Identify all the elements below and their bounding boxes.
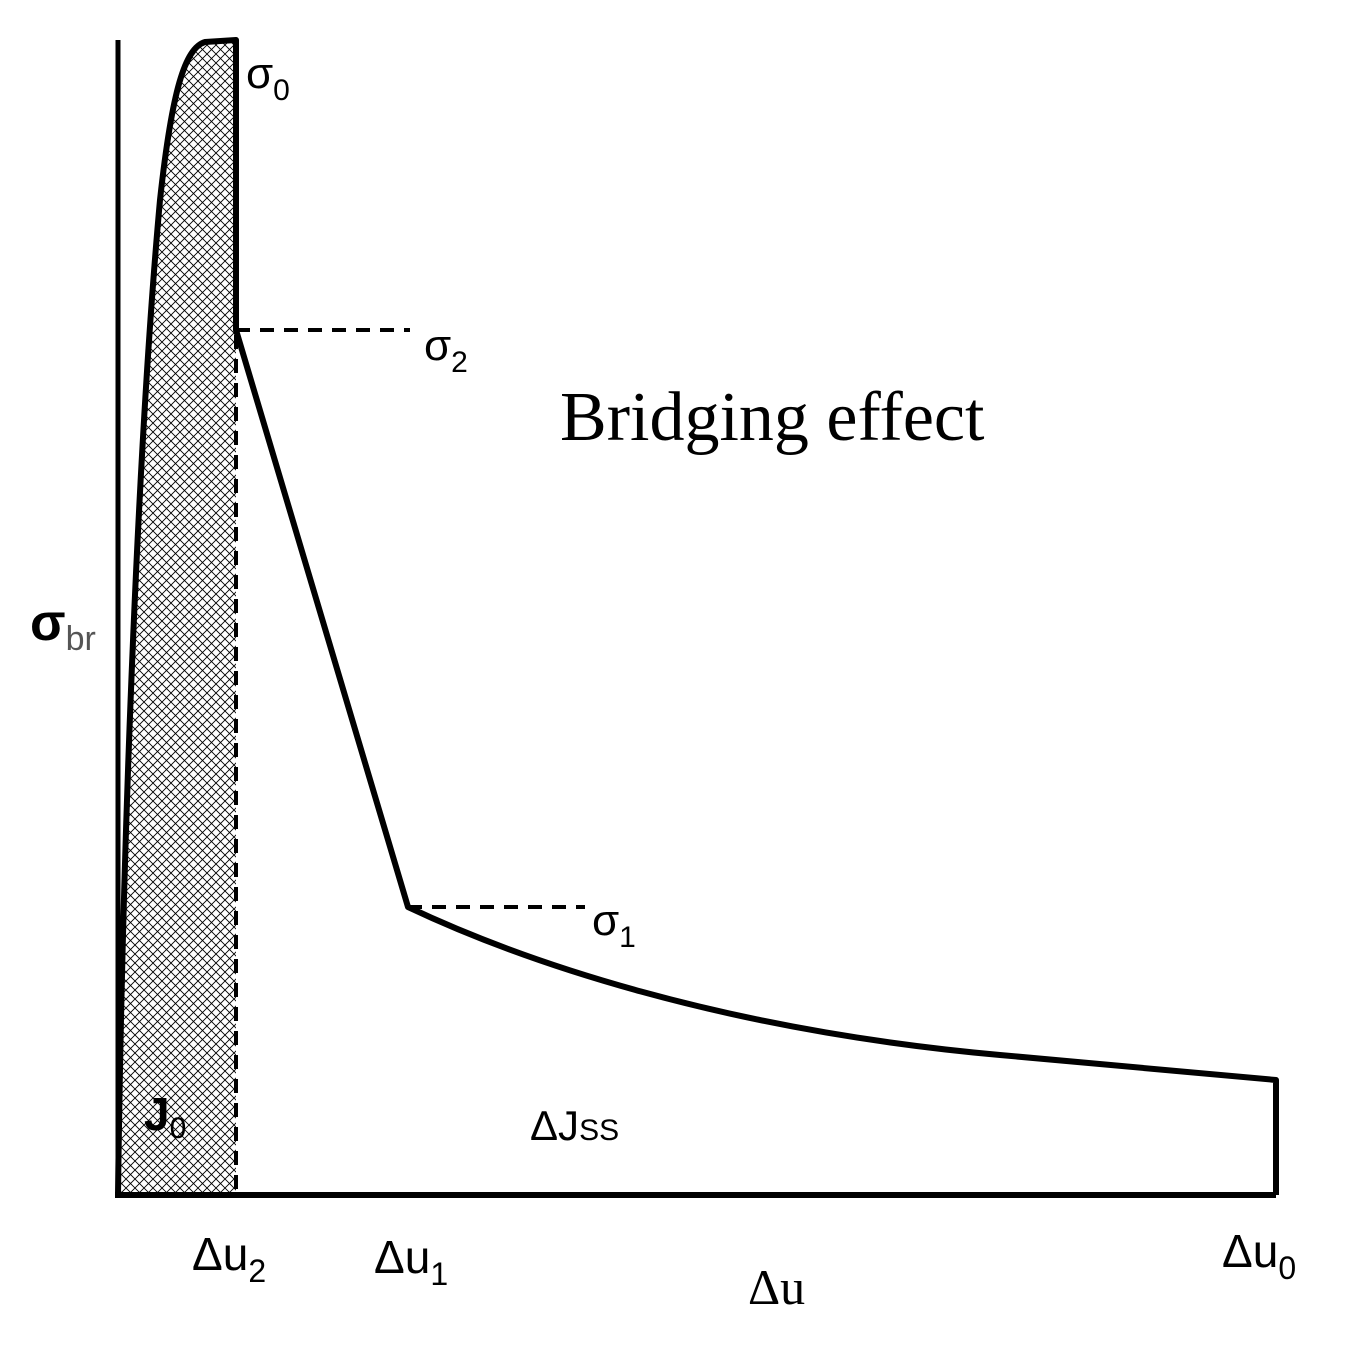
du0-tick-label: Δu0 bbox=[1222, 1225, 1296, 1286]
delta-jss-label: ΔJSS bbox=[530, 1102, 619, 1149]
bridging-law-curve bbox=[115, 37, 1279, 1196]
bridging-effect-label: Bridging effect bbox=[560, 379, 985, 456]
y-axis-label: σbr bbox=[30, 594, 96, 658]
x-axis-label: Δu bbox=[748, 1259, 805, 1315]
j0-label: J0 bbox=[144, 1088, 186, 1145]
du1-tick-label: Δu1 bbox=[374, 1231, 448, 1292]
sigma1-label: σ1 bbox=[592, 896, 636, 954]
sigma2-label: σ2 bbox=[424, 321, 468, 379]
j0-hatched-area bbox=[118, 40, 236, 1195]
du2-tick-label: Δu2 bbox=[192, 1228, 266, 1289]
sigma0-label: σ0 bbox=[246, 49, 290, 107]
